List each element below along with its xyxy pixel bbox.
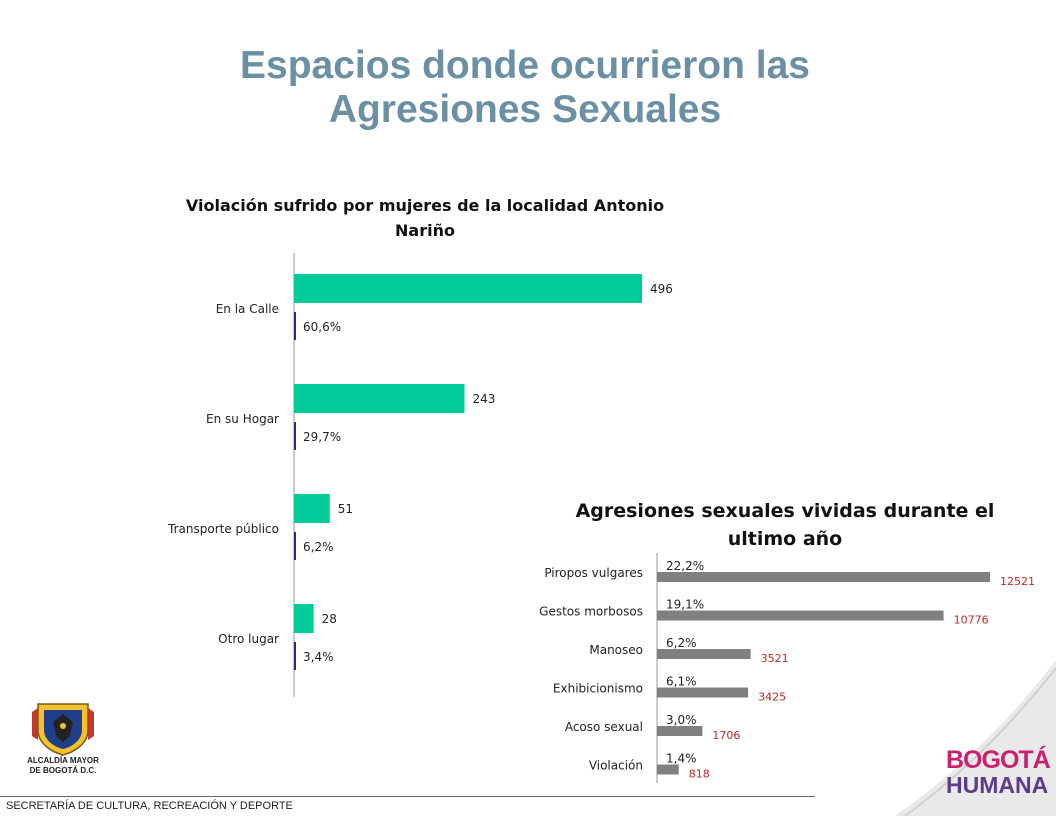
- footer-divider: [0, 796, 815, 797]
- bogota-logo-line1: BOGOTÁ: [946, 746, 1051, 774]
- chart2-percent-label: 19,1%: [666, 598, 704, 612]
- chart2-percent-label: 3,0%: [666, 713, 697, 727]
- chart1-count-label: 51: [338, 502, 353, 516]
- footer-text: SECRETARÍA DE CULTURA, RECREACIÓN Y DEPO…: [6, 800, 293, 812]
- chart1-percent-label: 60,6%: [303, 320, 341, 334]
- chart2-value-label: 3425: [758, 691, 786, 704]
- chart1-bar-count: [294, 604, 314, 633]
- chart2-bar: [657, 610, 944, 621]
- chart2-value-label: 10776: [954, 614, 989, 627]
- chart2-bar: [657, 726, 703, 736]
- chart2-percent-label: 6,2%: [666, 636, 697, 650]
- chart1-percent-label: 29,7%: [303, 430, 341, 444]
- chart2-title: Agresiones sexuales vividas durante el u…: [575, 500, 995, 550]
- chart2-bar: [657, 687, 749, 698]
- chart1-plot: En la Calle 496 60,6% En su Hogar 243 29,7% Tr…: [167, 253, 673, 697]
- chart1-bar-count: [294, 274, 642, 303]
- chart2-value-label: 818: [689, 768, 710, 781]
- chart2-category-label: Acoso sexual: [565, 720, 643, 734]
- chart2-category-label: Piropos vulgares: [544, 566, 643, 580]
- chart2-category-label: Gestos morbosos: [539, 605, 643, 619]
- chart1-category-label: Transporte público: [167, 522, 279, 536]
- chart2-percent-label: 22,2%: [666, 559, 704, 573]
- page-curl-decoration: [895, 660, 1056, 816]
- coat-of-arms-icon: [32, 703, 94, 756]
- chart1-bar-percent: [294, 422, 296, 450]
- chart1-category-label: Otro lugar: [218, 632, 279, 646]
- chart1-title: Violación sufrido por mujeres de la loca…: [185, 196, 665, 240]
- chart2-bar: [657, 572, 990, 582]
- chart1-bar-count: [294, 494, 330, 523]
- chart2-value-label: 1706: [712, 729, 740, 742]
- chart1-bar-count: [294, 384, 465, 413]
- chart2-percent-label: 1,4%: [666, 752, 697, 766]
- chart1-category-label: En su Hogar: [206, 412, 279, 426]
- chart2-plot: Piropos vulgares 22,2% 12521 Gestos morboso…: [539, 553, 1035, 783]
- chart1-count-label: 243: [472, 392, 495, 406]
- chart2-value-label: 12521: [1000, 575, 1035, 588]
- alcaldia-logo: ALCALDÍA MAYOR DE BOGOTÁ D.C.: [8, 700, 118, 788]
- chart1-category-label: En la Calle: [216, 302, 279, 316]
- chart1-percent-label: 6,2%: [303, 540, 334, 554]
- alcaldia-logo-line2: DE BOGOTÁ D.C.: [29, 766, 97, 775]
- chart2-bar: [657, 649, 751, 659]
- chart2-bar: [657, 764, 679, 775]
- bogota-humana-logo: BOGOTÁ HUMANA: [946, 746, 1051, 802]
- chart1-count-label: 28: [322, 612, 337, 626]
- chart2-percent-label: 6,1%: [666, 675, 697, 689]
- bogota-logo-line2: HUMANA: [946, 772, 1049, 798]
- chart1-percent-label: 3,4%: [303, 650, 334, 664]
- chart1-bar-percent: [294, 642, 296, 670]
- chart2-category-label: Violación: [589, 759, 643, 773]
- chart2-value-label: 3521: [761, 652, 789, 665]
- alcaldia-logo-line1: ALCALDÍA MAYOR: [27, 756, 99, 765]
- chart2-category-label: Exhibicionismo: [553, 682, 643, 696]
- chart1-count-label: 496: [650, 282, 673, 296]
- slide-title: Espacios donde ocurrieron las Agresiones…: [240, 44, 810, 131]
- chart1-bar-percent: [294, 532, 296, 560]
- chart2-category-label: Manoseo: [589, 643, 643, 657]
- chart1-bar-percent: [294, 312, 296, 340]
